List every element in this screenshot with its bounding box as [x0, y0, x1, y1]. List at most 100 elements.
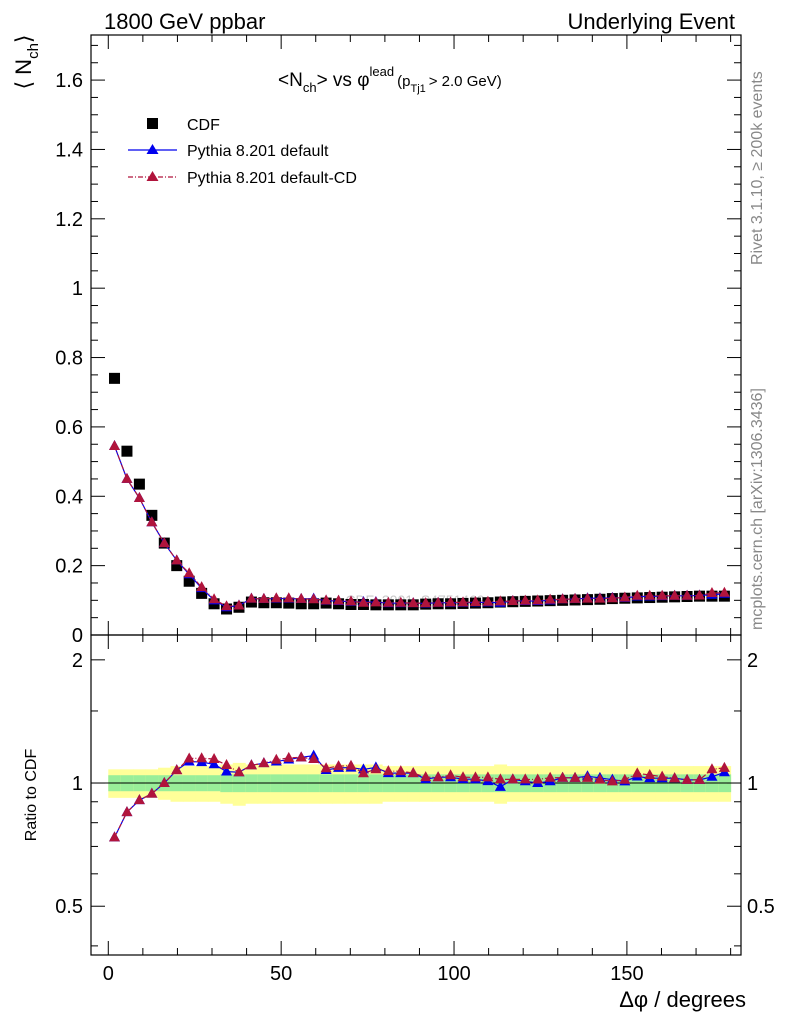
ratio-2-point: [519, 773, 531, 784]
ratio-2-point: [395, 765, 407, 776]
ratio-y-axis-label: Ratio to CDF: [23, 749, 40, 842]
ratio-2-point: [258, 757, 270, 768]
x-tick-label: 150: [610, 963, 643, 985]
ratio-2-point: [457, 771, 469, 782]
ratio-2-point: [320, 762, 332, 773]
series-2-point: [420, 597, 432, 608]
ratio-2-point: [494, 773, 506, 784]
ratio-2-point: [644, 768, 656, 779]
ratio-2-point: [681, 773, 693, 784]
ratio-2-point: [370, 763, 382, 774]
series-2-point: [270, 592, 282, 603]
cdf-point: [196, 587, 208, 599]
cdf-point: [283, 597, 295, 609]
series-2-point: [681, 589, 693, 600]
ratio-2-point: [420, 771, 432, 782]
ratio-2-point: [445, 769, 457, 780]
series-2-point: [445, 596, 457, 607]
series-2-point: [357, 596, 369, 607]
ratio-2-point: [171, 764, 183, 775]
ratio-2-point: [718, 761, 730, 772]
series-2-point: [619, 591, 631, 602]
series-2-point: [706, 587, 718, 598]
ratio-2-point: [245, 759, 257, 770]
ratio-2-point: [283, 751, 295, 762]
y-tick-label: 0.2: [55, 556, 83, 578]
ratio-2-point: [196, 752, 208, 763]
y-tick-label: 1.4: [55, 139, 83, 161]
series-2-point: [581, 592, 593, 603]
ratio-2-point: [295, 751, 307, 762]
series-2-point: [656, 589, 668, 600]
series-2-point: [382, 596, 394, 607]
series-2-point: [594, 592, 606, 603]
ratio-2-point: [333, 760, 345, 771]
series-2-point: [109, 439, 121, 450]
series-2-point: [370, 596, 382, 607]
series-2-point: [494, 595, 506, 606]
legend-label-cdf: CDF: [187, 117, 220, 134]
ratio-2-point: [158, 777, 170, 788]
ratio-ticks: 0.5 0.5 1 1 2 2 0 50 100 150: [55, 635, 775, 985]
series-2-point: [395, 596, 407, 607]
ratio-1-point: [208, 758, 220, 769]
ratio-2-point: [507, 773, 519, 784]
ratio-2-point: [569, 771, 581, 782]
x-tick-label: 100: [437, 963, 470, 985]
ratio-1-point: [494, 780, 506, 791]
y-tick-label: 0.6: [55, 417, 83, 439]
cdf-point: [270, 597, 282, 609]
ratio-line-2: [113, 756, 725, 838]
main-series: [109, 372, 730, 615]
series-2-point: [432, 596, 444, 607]
legend-marker-cdf: [147, 118, 158, 129]
cdf-point: [308, 598, 320, 610]
legend-label-default: Pythia 8.201 default: [187, 143, 329, 160]
ratio-tick-label-right: 2: [747, 650, 758, 672]
series-2-point: [694, 589, 706, 600]
ratio-tick-label: 1: [72, 773, 83, 795]
ratio-tick-label: 2: [72, 650, 83, 672]
ratio-2-point: [469, 771, 481, 782]
legend-marker-default-cd: [146, 171, 159, 181]
series-2-point: [469, 596, 481, 607]
ratio-2-point: [133, 794, 145, 805]
legend-label-default-cd: Pythia 8.201 default-CD: [187, 170, 357, 187]
ratio-2-point: [557, 771, 569, 782]
ratio-2-point: [619, 773, 631, 784]
series-2-point: [283, 592, 295, 603]
ratio-2-point: [581, 771, 593, 782]
ratio-2-point: [270, 753, 282, 764]
ratio-2-point: [382, 765, 394, 776]
ratio-2-point: [594, 773, 606, 784]
series-2-point: [233, 599, 245, 610]
ratio-1-point: [706, 770, 718, 781]
ratio-2-point: [694, 773, 706, 784]
ratio-2-point: [606, 775, 618, 786]
ratio-2-point: [208, 753, 220, 764]
series-2-point: [171, 554, 183, 565]
y-tick-label: 0.4: [55, 486, 83, 508]
ratio-tick-label-right: 0.5: [747, 896, 775, 918]
y-axis-label: ⟨ Nch⟩: [11, 34, 42, 89]
rivet-label: Rivet 3.1.10, ≥ 200k events: [749, 71, 766, 265]
series-2-point: [221, 600, 233, 611]
ratio-2-point: [432, 771, 444, 782]
series-2-point: [557, 593, 569, 604]
header-right: Underlying Event: [567, 9, 735, 34]
series-2-point: [158, 537, 170, 548]
series-2-point: [208, 593, 220, 604]
header-left: 1800 GeV ppbar: [104, 9, 265, 34]
x-tick-label: 0: [103, 963, 114, 985]
ratio-2-point: [706, 763, 718, 774]
mcplots-label: mcplots.cern.ch [arXiv:1306.3436]: [749, 388, 766, 630]
cdf-point: [133, 478, 145, 490]
series-2-point: [196, 581, 208, 592]
series-2-point: [457, 596, 469, 607]
ratio-2-point: [109, 831, 121, 842]
series-2-point: [245, 592, 257, 603]
ratio-2-point: [221, 759, 233, 770]
series-2-point: [519, 594, 531, 605]
series-2-point: [669, 589, 681, 600]
